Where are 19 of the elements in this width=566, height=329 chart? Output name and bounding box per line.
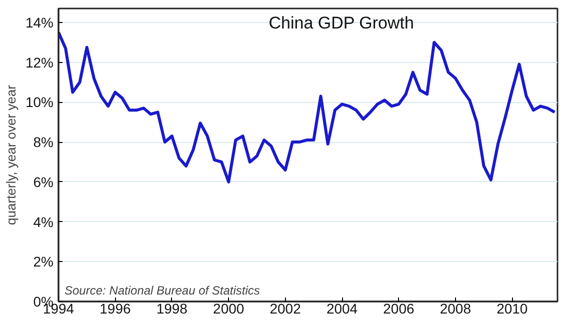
y-tick-label: 4% [33,214,54,230]
x-tick-label: 2002 [270,300,302,316]
y-tick-label: 10% [25,94,54,110]
y-tick-label: 6% [33,174,54,190]
chart-title: China GDP Growth [268,14,414,32]
x-tick-label: 2006 [383,300,415,316]
line-series [58,30,556,184]
x-tick-label: 1998 [156,300,188,316]
annotation: Source: National Bureau of Statistics [64,284,260,298]
y-tick-label: 8% [33,134,54,150]
x-tick-label: 2010 [496,300,528,316]
x-tick-label: 1996 [100,300,131,316]
y-tick-label: 12% [25,54,54,70]
y-axis-title: quarterly, year over year [3,84,18,225]
y-tick-label: 14% [25,14,54,30]
x-tick-label: 2004 [326,300,358,316]
x-tick-label: 2000 [213,300,244,316]
y-tick-label: 2% [33,254,54,270]
x-tick-label: 2008 [440,300,472,316]
